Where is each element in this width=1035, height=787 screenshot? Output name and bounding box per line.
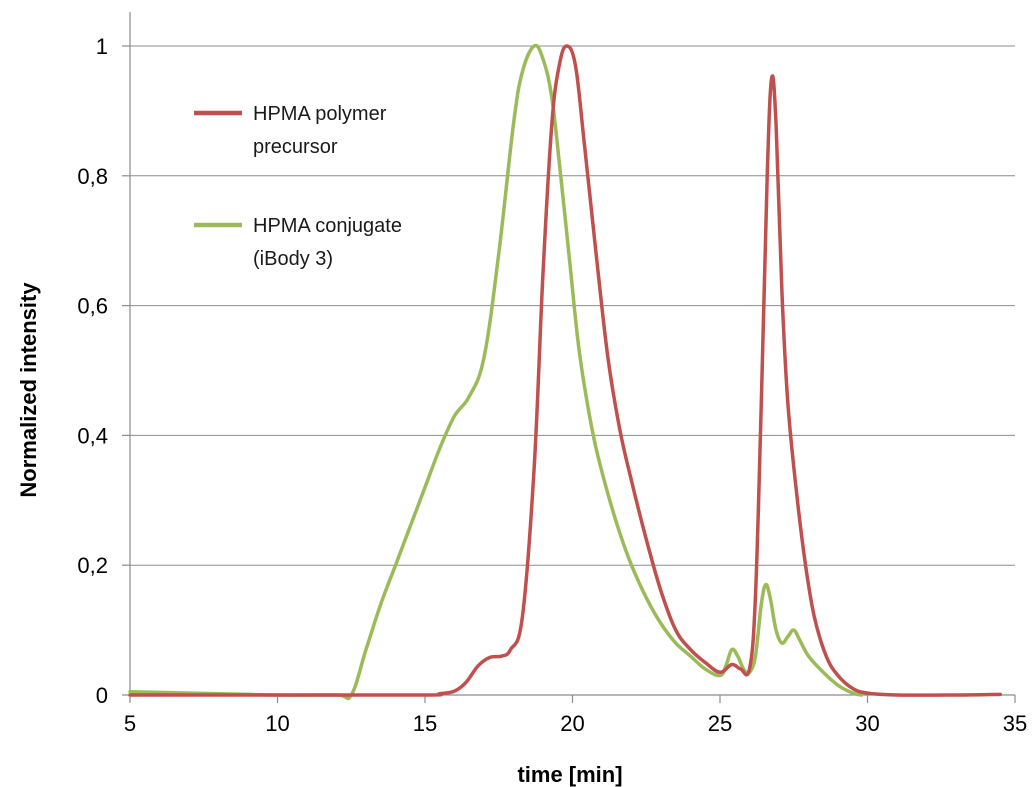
series-line-polymer-precursor bbox=[128, 44, 1002, 697]
legend-label: HPMA conjugate bbox=[253, 215, 402, 237]
x-tick-label: 20 bbox=[560, 711, 584, 736]
y-tick-label: 0,2 bbox=[77, 553, 108, 578]
y-tick-label: 0 bbox=[96, 683, 108, 708]
x-tick-label: 5 bbox=[124, 711, 136, 736]
axes: 00,20,40,60,815 10 15 20 25 30 35 bbox=[77, 12, 1027, 736]
y-axis-title: Normalized intensity bbox=[16, 282, 41, 498]
y-tick-label: 0,6 bbox=[77, 294, 108, 319]
x-tick-label: 35 bbox=[1003, 711, 1027, 736]
x-axis-title: time [min] bbox=[517, 762, 622, 787]
x-tick-label: 25 bbox=[708, 711, 732, 736]
y-tick-label: 0,4 bbox=[77, 423, 108, 448]
legend-label: (iBody 3) bbox=[253, 248, 333, 270]
y-tick-label: 0,8 bbox=[77, 164, 108, 189]
x-tick-label: 30 bbox=[855, 711, 879, 736]
series-lines bbox=[128, 43, 1002, 701]
series-line-conjugate bbox=[128, 43, 864, 701]
legend-label: HPMA polymer bbox=[253, 103, 387, 125]
legend: HPMA polymer precursor HPMA conjugate (iBod… bbox=[194, 103, 402, 270]
x-tick-label: 10 bbox=[265, 711, 289, 736]
x-tick-label: 15 bbox=[413, 711, 437, 736]
y-tick-label: 1 bbox=[96, 34, 108, 59]
legend-label: precursor bbox=[253, 136, 338, 158]
